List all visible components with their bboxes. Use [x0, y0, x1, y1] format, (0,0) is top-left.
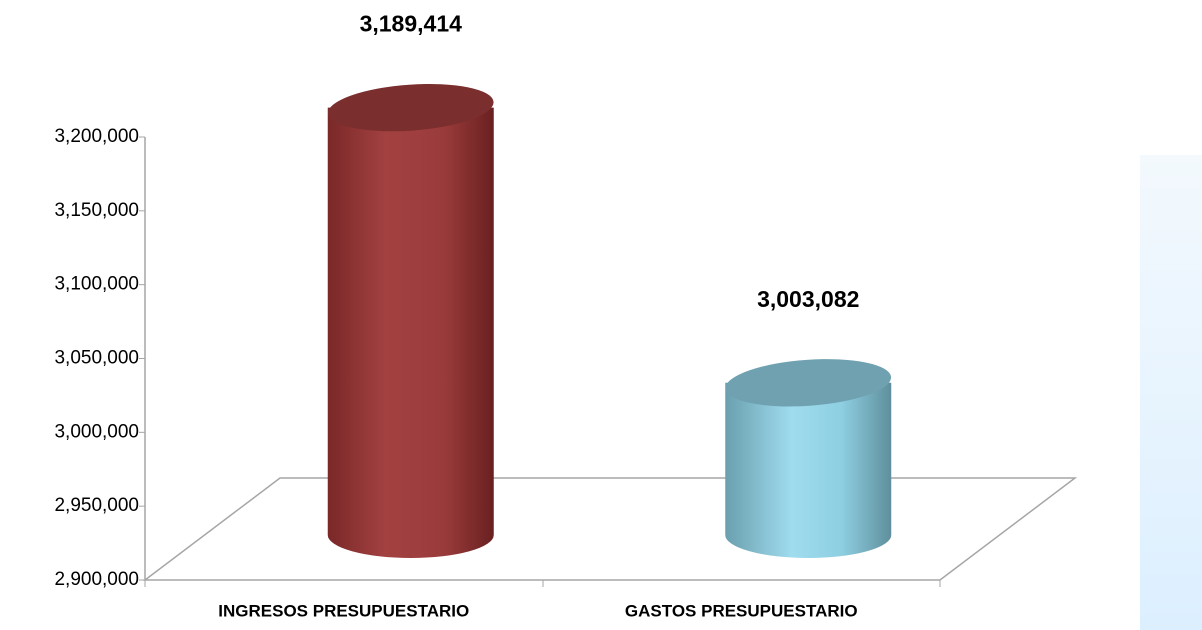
y-tick-label: 3,200,000 [54, 126, 139, 147]
y-tick-label: 3,050,000 [54, 348, 139, 369]
y-tick-label: 2,900,000 [54, 569, 139, 590]
bar-top [327, 83, 494, 132]
y-tick-label: 3,000,000 [54, 421, 139, 442]
bar-top [725, 359, 892, 407]
floor [142, 477, 1078, 581]
y-tick-label: 2,950,000 [54, 495, 139, 516]
value-label: 3,003,082 [757, 286, 859, 312]
bar [327, 107, 494, 558]
x-tick-label: GASTOS PRESUPUESTARIO [625, 601, 858, 620]
side-panel [1140, 155, 1202, 630]
y-tick-label: 3,150,000 [54, 200, 139, 221]
value-label: 3,189,414 [360, 11, 463, 37]
x-tick-label: INGRESOS PRESUPUESTARIO [218, 601, 469, 620]
bar [725, 382, 892, 558]
y-tick-label: 3,100,000 [54, 274, 139, 295]
